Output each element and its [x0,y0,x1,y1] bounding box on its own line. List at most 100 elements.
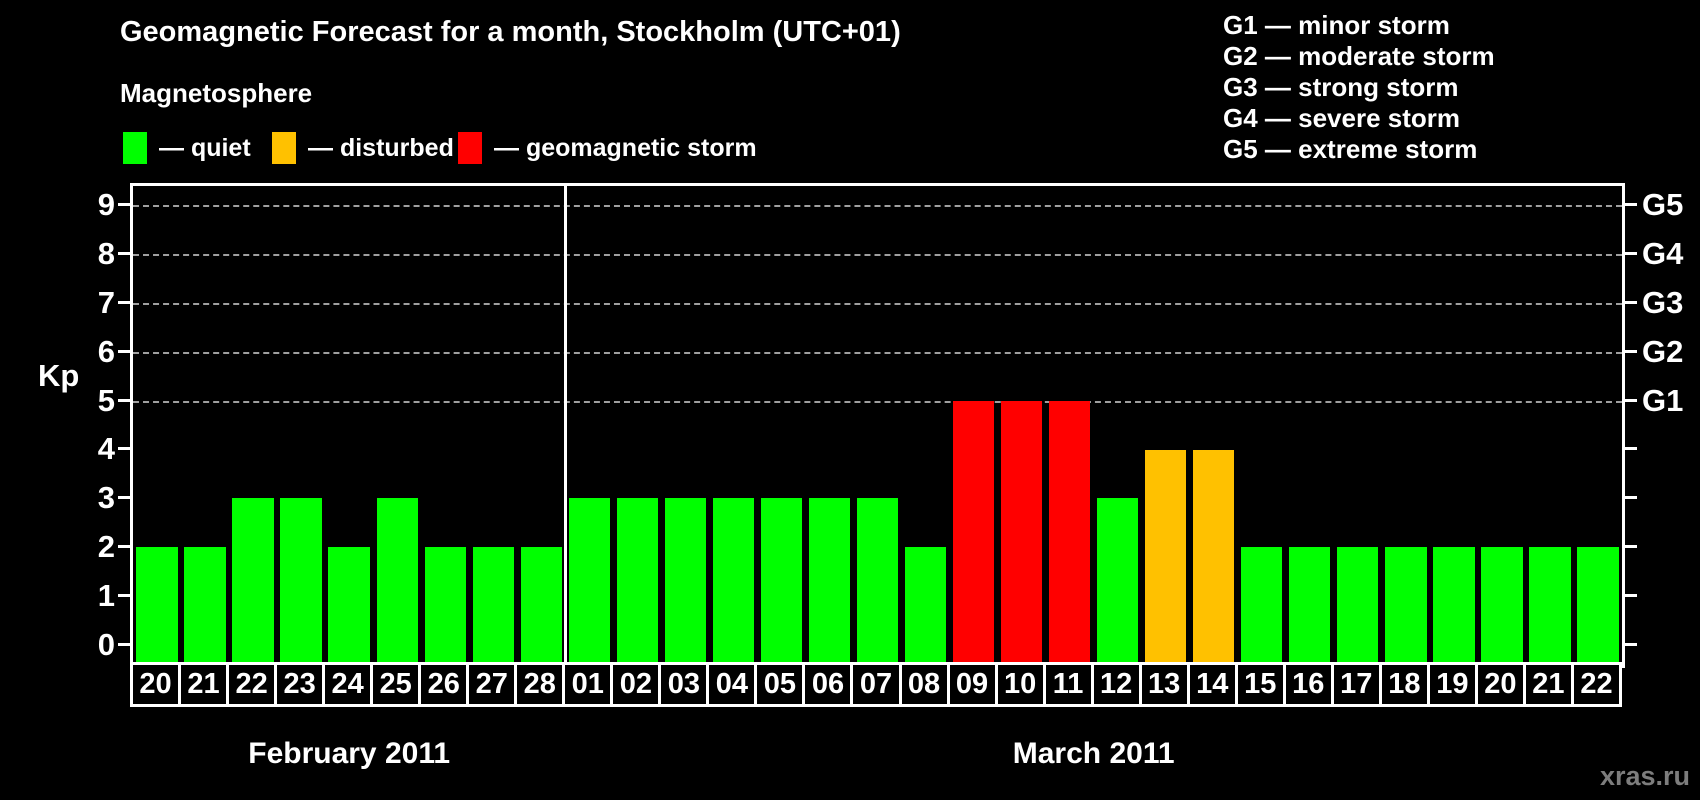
g-legend-line: G3 — strong storm [1223,72,1459,102]
bar-slot [1574,186,1622,665]
x-day-box-08: 08 [898,662,950,707]
x-day-box-25: 25 [370,662,422,707]
kp-bar-day-16 [1289,547,1331,665]
x-day-box-15: 15 [1234,662,1286,707]
bar-slot [805,186,853,665]
x-day-box-17: 17 [1330,662,1382,707]
y-tick-label-9: 9 [97,186,115,222]
bar-slot [613,186,661,665]
y-tick-label-7: 7 [97,284,115,320]
kp-bar-day-17 [1337,547,1379,665]
kp-bar-day-01 [568,498,610,665]
kp-bar-day-11 [1048,400,1091,665]
kp-bar-day-27 [472,547,514,665]
bar-slot [421,186,469,665]
right-axis-label-G3: G3 [1642,284,1684,320]
y-tick-right-9 [1622,202,1637,206]
bar-slot [853,186,901,665]
y-tick-label-2: 2 [97,529,115,565]
x-day-box-05: 05 [754,662,806,707]
x-day-box-24: 24 [322,662,374,707]
bar-slot [1094,186,1142,665]
storm-color-swatch [458,132,482,164]
x-day-box-27: 27 [466,662,518,707]
y-tick-left-4 [118,447,133,451]
kp-bar-day-20 [136,547,178,665]
y-tick-right-3 [1622,496,1637,500]
kp-bar-day-03 [664,498,707,665]
legend-item-storm: — geomagnetic storm [458,128,757,168]
kp-bar-day-25 [376,498,418,665]
page-title: Geomagnetic Forecast for a month, Stockh… [120,16,901,48]
x-day-box-11: 11 [1042,662,1094,707]
x-day-box-12: 12 [1090,662,1142,707]
bar-slot [1334,186,1382,665]
x-day-box-07: 07 [850,662,902,707]
y-tick-label-4: 4 [97,431,115,467]
x-day-box-23: 23 [274,662,326,707]
x-day-box-06: 06 [802,662,854,707]
gridline-kp5 [133,400,1622,403]
y-axis-label: Kp [38,358,80,393]
bar-slot [902,186,950,665]
bar-slot [565,186,613,665]
kp-bar-day-12 [1097,498,1139,665]
gridline-kp7 [133,302,1622,305]
bar-slot [757,186,805,665]
right-axis-label-G2: G2 [1642,333,1684,369]
x-day-box-21: 21 [178,662,230,707]
gridline-kp8 [133,253,1622,256]
bar-slot [133,186,181,665]
x-day-box-16: 16 [1282,662,1334,707]
kp-bar-day-21 [1529,547,1571,665]
month-separator-line [564,186,568,665]
kp-bar-day-04 [712,498,755,665]
bar-slot [1238,186,1286,665]
disturbed-color-swatch [272,132,296,164]
legend-label-storm: — geomagnetic storm [494,133,757,162]
x-day-box-14: 14 [1186,662,1238,707]
bar-slot [277,186,325,665]
y-tick-label-1: 1 [97,578,115,614]
y-tick-label-3: 3 [97,480,115,516]
y-tick-label-8: 8 [97,235,115,271]
kp-bar-day-21 [184,547,226,665]
x-day-box-04: 04 [706,662,758,707]
y-tick-left-8 [118,251,133,255]
bar-slot [1190,186,1238,665]
y-tick-right-6 [1622,349,1637,353]
kp-bar-day-26 [424,547,466,665]
watermark: xras.ru [1599,761,1690,791]
x-day-box-26: 26 [418,662,470,707]
x-day-box-21: 21 [1522,662,1574,707]
kp-bar-day-10 [1000,400,1043,665]
kp-bar-day-24 [328,547,370,665]
right-axis-label-G4: G4 [1642,235,1684,271]
bar-slot [373,186,421,665]
y-tick-left-7 [118,300,133,304]
bar-slot [709,186,757,665]
y-tick-right-2 [1622,545,1637,549]
y-tick-left-0 [118,643,133,647]
x-day-box-09: 09 [946,662,998,707]
x-day-box-13: 13 [1138,662,1190,707]
x-day-box-02: 02 [610,662,662,707]
bar-slot [661,186,709,665]
gridline-kp9 [133,204,1622,207]
kp-bar-day-13 [1145,449,1187,665]
kp-bar-day-22 [232,498,274,665]
bar-slot [1046,186,1094,665]
kp-bar-day-18 [1385,547,1427,665]
y-tick-label-5: 5 [97,382,115,418]
g-scale-legend: G1 — minor storm G2 — moderate storm G3 — … [1223,10,1495,165]
bar-slot [469,186,517,665]
bar-slot [181,186,229,665]
kp-bar-day-20 [1481,547,1523,665]
gridline-kp6 [133,351,1622,354]
x-day-box-01: 01 [562,662,614,707]
bar-slot [1478,186,1526,665]
legend-label-quiet: — quiet [159,133,251,162]
g-legend-line: G2 — moderate storm [1223,41,1495,71]
kp-bar-day-22 [1577,547,1619,665]
